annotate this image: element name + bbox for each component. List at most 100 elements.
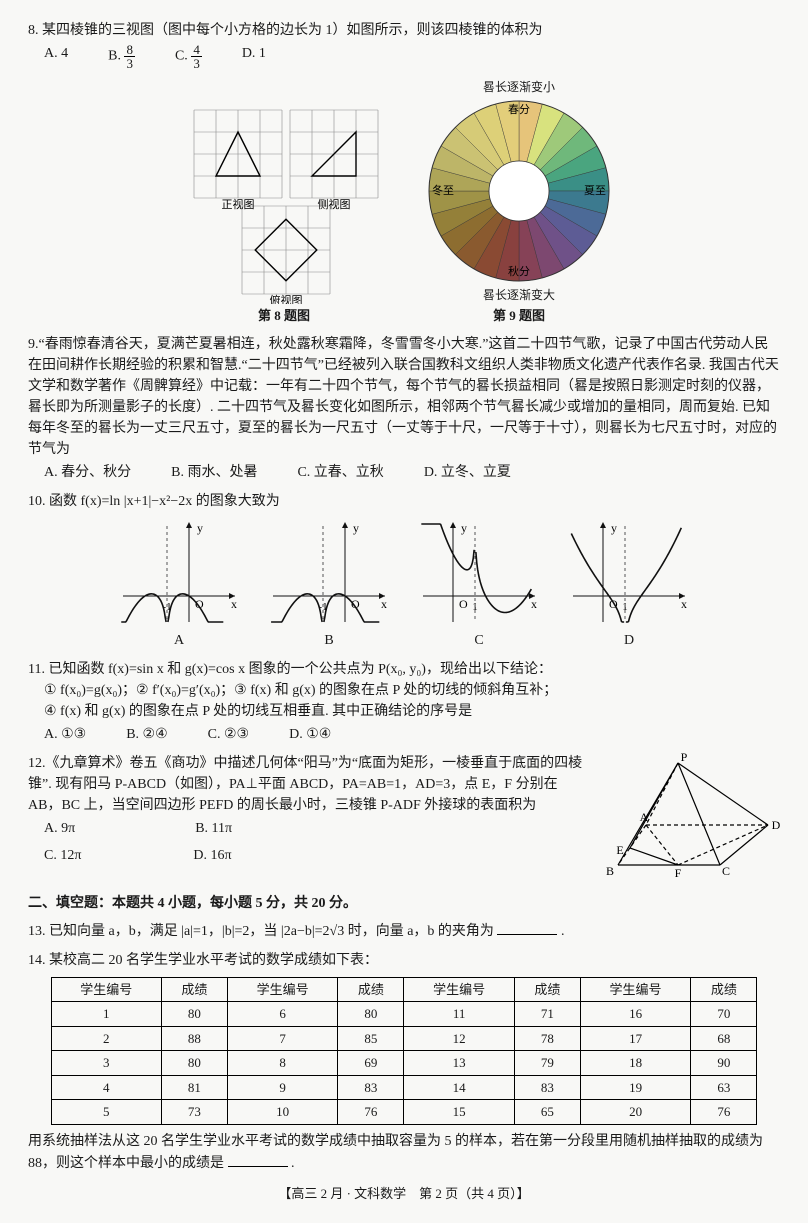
q14-td: 2 xyxy=(51,1026,161,1051)
q14-td: 78 xyxy=(514,1026,580,1051)
q14-td: 79 xyxy=(514,1051,580,1076)
q13-stem-pre: 13. 已知向量 a，b，满足 |a|=1，|b|=2，当 |2a−b|=2√3… xyxy=(28,924,494,939)
q10-graph-C: yxO1 xyxy=(419,518,539,628)
svg-text:x: x xyxy=(681,597,687,611)
q8-q9-figrow: 正视图侧视图俯视图 第 8 题图 晷长逐渐变小 春分夏至秋分冬至 晷长逐渐变大 … xyxy=(28,78,780,326)
svg-text:y: y xyxy=(197,521,203,535)
q11: 11. 已知函数 f(x)=sin x 和 g(x)=cos x 图象的一个公共… xyxy=(28,659,780,745)
q14-td: 90 xyxy=(691,1051,757,1076)
q12-pyramid-figure: PABCDEF xyxy=(600,753,780,883)
q14-td: 65 xyxy=(514,1100,580,1125)
q14-td: 20 xyxy=(580,1100,690,1125)
q11-A: A. ①③ xyxy=(44,724,86,745)
svg-text:C: C xyxy=(722,864,730,878)
q8-B-den: 3 xyxy=(124,57,135,70)
svg-text:A: A xyxy=(640,810,649,824)
q14-th: 学生编号 xyxy=(404,977,514,1002)
table-row: 18068011711670 xyxy=(51,1002,757,1027)
svg-text:春分: 春分 xyxy=(508,103,530,116)
q14: 14. 某校高二 20 名学生学业水平考试的数学成绩如下表： 学生编号成绩学生编… xyxy=(28,950,780,1174)
q8-B-num: 8 xyxy=(124,43,135,57)
q12-text: 12.《九章算术》卷五《商功》中描述几何体“阳马”为“底面为矩形，一棱垂直于底面… xyxy=(28,753,588,872)
svg-text:P: P xyxy=(681,753,688,764)
table-row: 28878512781768 xyxy=(51,1026,757,1051)
q8-C-den: 3 xyxy=(191,57,202,70)
q14-td: 5 xyxy=(51,1100,161,1125)
q10-labels: A B C D xyxy=(28,630,780,651)
q14-th: 成绩 xyxy=(161,977,227,1002)
q14-tail-pre: 用系统抽样法从这 20 名学生学业水平考试的数学成绩中抽取容量为 5 的样本，若… xyxy=(28,1134,763,1171)
q10-lC: C xyxy=(419,630,539,651)
q10-graph-D: yxO1 xyxy=(569,518,689,628)
q11-stem: 11. 已知函数 f(x)=sin x 和 g(x)=cos x 图象的一个公共… xyxy=(28,659,780,680)
q13-stem-post: . xyxy=(561,924,565,939)
svg-text:E: E xyxy=(616,843,623,857)
svg-text:秋分: 秋分 xyxy=(508,264,530,278)
q14-td: 18 xyxy=(580,1051,690,1076)
q14-td: 15 xyxy=(404,1100,514,1125)
q8-three-view: 正视图侧视图俯视图 xyxy=(184,104,384,304)
q14-td: 69 xyxy=(338,1051,404,1076)
q14-stem: 14. 某校高二 20 名学生学业水平考试的数学成绩如下表： xyxy=(28,950,780,971)
q11-l2: ④ f(x) 和 g(x) 的图象在点 P 处的切线互相垂直. 其中正确结论的序… xyxy=(44,701,780,722)
q10-lA: A xyxy=(119,630,239,651)
svg-text:x: x xyxy=(531,597,537,611)
q14-td: 80 xyxy=(338,1002,404,1027)
q14-td: 83 xyxy=(514,1075,580,1100)
q14-th: 成绩 xyxy=(514,977,580,1002)
table-row: 573107615652076 xyxy=(51,1100,757,1125)
q9-toplabel: 晷长逐渐变小 xyxy=(414,78,624,96)
q14-td: 10 xyxy=(228,1100,338,1125)
q10: 10. 函数 f(x)=ln |x+1|−x²−2x 的图象大致为 yxO-1 … xyxy=(28,491,780,651)
q12-A: A. 9π xyxy=(44,818,75,839)
svg-text:y: y xyxy=(461,521,467,535)
svg-text:y: y xyxy=(353,521,359,535)
q14-blank xyxy=(228,1152,288,1167)
q14-td: 16 xyxy=(580,1002,690,1027)
q14-td: 7 xyxy=(228,1026,338,1051)
q14-table: 学生编号成绩学生编号成绩学生编号成绩学生编号成绩 180680117116702… xyxy=(51,977,758,1125)
q11-D: D. ①④ xyxy=(289,724,331,745)
q14-td: 11 xyxy=(404,1002,514,1027)
q8-C-prefix: C. xyxy=(175,49,191,64)
q8-C-num: 4 xyxy=(191,43,202,57)
q8-A: A. 4 xyxy=(44,43,68,70)
q9-stem: 9.“春雨惊春清谷天，夏满芒夏暑相连，秋处露秋寒霜降，冬雪雪冬小大寒.”这首二十… xyxy=(28,334,780,460)
q11-C: C. ②③ xyxy=(208,724,249,745)
q9: 9.“春雨惊春清谷天，夏满芒夏暑相连，秋处露秋寒霜降，冬雪雪冬小大寒.”这首二十… xyxy=(28,334,780,483)
q9-D: D. 立冬、立夏 xyxy=(424,462,511,483)
q10-stem: 10. 函数 f(x)=ln |x+1|−x²−2x 的图象大致为 xyxy=(28,491,780,512)
q14-th: 学生编号 xyxy=(228,977,338,1002)
q13: 13. 已知向量 a，b，满足 |a|=1，|b|=2，当 |2a−b|=2√3… xyxy=(28,920,780,942)
q14-td: 81 xyxy=(161,1075,227,1100)
svg-text:x: x xyxy=(231,597,237,611)
q9-solar-terms-wheel: 春分夏至秋分冬至 xyxy=(414,96,624,286)
q12-stem: 12.《九章算术》卷五《商功》中描述几何体“阳马”为“底面为矩形，一棱垂直于底面… xyxy=(28,753,588,816)
q14-td: 85 xyxy=(338,1026,404,1051)
q14-td: 70 xyxy=(691,1002,757,1027)
q8-C-frac: 43 xyxy=(191,43,202,70)
q14-td: 68 xyxy=(691,1026,757,1051)
q14-td: 76 xyxy=(338,1100,404,1125)
q8-B: B. 83 xyxy=(108,43,135,70)
q14-td: 88 xyxy=(161,1026,227,1051)
q12-options-1: A. 9π B. 11π xyxy=(44,818,588,839)
q10-graph-A: yxO-1 xyxy=(119,518,239,628)
q14-td: 83 xyxy=(338,1075,404,1100)
q13-blank xyxy=(497,920,557,935)
q8-stem: 8. 某四棱锥的三视图（图中每个小方格的边长为 1）如图所示，则该四棱锥的体积为 xyxy=(28,20,780,41)
q12-B: B. 11π xyxy=(195,818,232,839)
svg-text:正视图: 正视图 xyxy=(222,197,255,211)
q8-cap: 第 8 题图 xyxy=(184,306,384,326)
q10-lD: D xyxy=(569,630,689,651)
q9-figure: 晷长逐渐变小 春分夏至秋分冬至 晷长逐渐变大 第 9 题图 xyxy=(414,78,624,326)
q14-th: 学生编号 xyxy=(51,977,161,1002)
q12-D: D. 16π xyxy=(193,845,231,866)
q14-th: 学生编号 xyxy=(580,977,690,1002)
svg-text:B: B xyxy=(606,864,614,878)
q14-th: 成绩 xyxy=(338,977,404,1002)
q11-B: B. ②④ xyxy=(126,724,167,745)
q14-td: 13 xyxy=(404,1051,514,1076)
svg-text:俯视图: 俯视图 xyxy=(270,293,303,304)
q14-td: 71 xyxy=(514,1002,580,1027)
